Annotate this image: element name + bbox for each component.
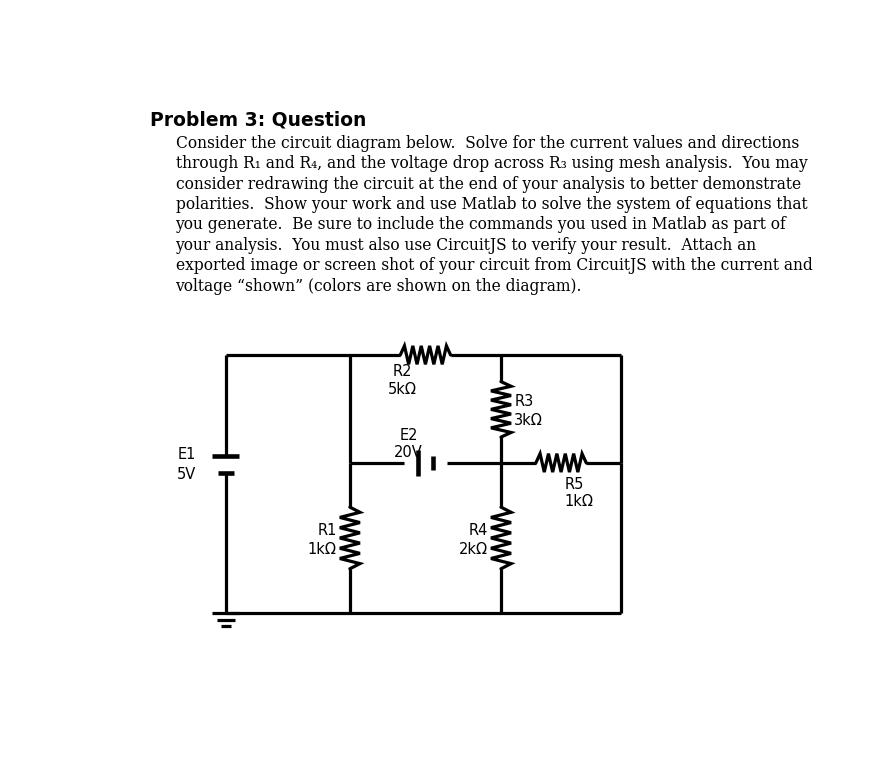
- Text: your analysis.  You must also use CircuitJS to verify your result.  Attach an: your analysis. You must also use Circuit…: [175, 237, 757, 254]
- Text: through R₁ and R₄, and the voltage drop across R₃ using mesh analysis.  You may: through R₁ and R₄, and the voltage drop …: [175, 155, 807, 172]
- Text: 5kΩ: 5kΩ: [388, 382, 417, 397]
- Text: 20V: 20V: [394, 446, 423, 460]
- Text: 1kΩ: 1kΩ: [308, 542, 337, 557]
- Text: polarities.  Show your work and use Matlab to solve the system of equations that: polarities. Show your work and use Matla…: [175, 196, 807, 213]
- Text: E2: E2: [399, 429, 417, 443]
- Text: voltage “shown” (colors are shown on the diagram).: voltage “shown” (colors are shown on the…: [175, 278, 582, 295]
- Text: 5V: 5V: [177, 467, 196, 482]
- Text: 3kΩ: 3kΩ: [514, 413, 543, 429]
- Text: R5: R5: [565, 476, 584, 492]
- Text: R4: R4: [468, 523, 488, 537]
- Text: Consider the circuit diagram below.  Solve for the current values and directions: Consider the circuit diagram below. Solv…: [175, 135, 799, 152]
- Text: 2kΩ: 2kΩ: [459, 542, 488, 557]
- Text: R1: R1: [317, 523, 337, 537]
- Text: Problem 3: Question: Problem 3: Question: [150, 110, 367, 130]
- Text: you generate.  Be sure to include the commands you used in Matlab as part of: you generate. Be sure to include the com…: [175, 217, 787, 234]
- Text: R2: R2: [392, 365, 412, 379]
- Text: 1kΩ: 1kΩ: [565, 494, 594, 510]
- Text: consider redrawing the circuit at the end of your analysis to better demonstrate: consider redrawing the circuit at the en…: [175, 176, 801, 193]
- Text: E1: E1: [178, 447, 196, 462]
- Text: R3: R3: [514, 394, 533, 409]
- Text: exported image or screen shot of your circuit from CircuitJS with the current an: exported image or screen shot of your ci…: [175, 258, 812, 274]
